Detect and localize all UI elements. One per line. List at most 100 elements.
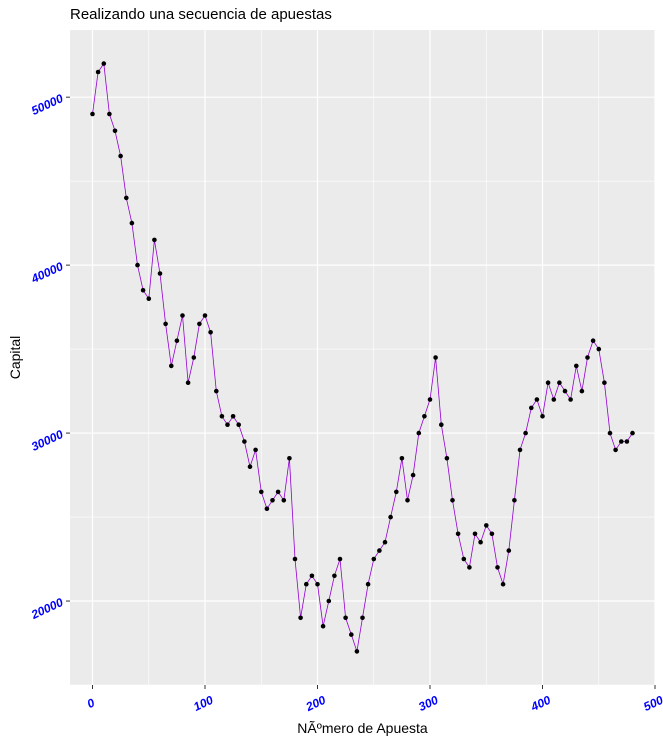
data-point — [180, 313, 185, 318]
data-point — [450, 498, 455, 503]
data-point — [219, 414, 225, 419]
data-point — [354, 649, 360, 654]
data-point — [534, 397, 540, 402]
data-point — [484, 523, 489, 528]
data-point — [140, 288, 146, 293]
data-point — [478, 539, 483, 545]
data-point — [320, 623, 326, 629]
data-point — [607, 430, 613, 436]
data-point — [236, 422, 241, 428]
data-point — [292, 556, 298, 562]
data-point — [298, 615, 303, 621]
data-point — [382, 539, 388, 545]
data-point — [562, 388, 568, 394]
data-point — [624, 439, 630, 444]
x-tick-label: 500 — [641, 693, 663, 714]
data-point — [529, 405, 534, 411]
data-point — [337, 556, 343, 562]
data-point — [360, 615, 365, 621]
series-layer — [90, 61, 635, 654]
data-point — [152, 237, 157, 243]
data-point — [495, 565, 500, 570]
data-point — [309, 573, 315, 579]
axis-labels: NÃºmero de Apuesta Capital — [7, 336, 428, 736]
data-point — [602, 380, 607, 386]
data-point — [185, 380, 191, 386]
data-point — [253, 447, 258, 453]
data-point — [585, 355, 590, 360]
data-point — [197, 321, 202, 327]
data-point — [146, 296, 152, 302]
x-tick-label: 300 — [416, 693, 440, 714]
data-point — [281, 498, 287, 503]
data-point — [444, 456, 450, 461]
data-point — [427, 397, 433, 402]
y-tick-label: 40000 — [28, 259, 65, 286]
data-point — [461, 556, 467, 562]
plot-panel — [70, 30, 655, 685]
data-point — [416, 430, 422, 436]
data-point — [371, 556, 377, 562]
data-point — [422, 414, 427, 419]
grid-minor — [70, 30, 655, 686]
data-point — [590, 338, 596, 344]
data-point — [112, 128, 118, 134]
data-point — [455, 531, 461, 537]
data-point — [163, 321, 168, 327]
x-tick-label: 100 — [191, 693, 215, 714]
data-point — [433, 355, 438, 360]
data-point — [270, 498, 275, 503]
data-point — [169, 363, 174, 369]
data-point — [129, 220, 135, 226]
data-point — [439, 422, 444, 428]
y-tick-label: 20000 — [28, 595, 65, 622]
data-point — [135, 262, 140, 268]
data-point — [332, 573, 337, 579]
y-tick-label: 50000 — [29, 91, 65, 118]
data-point — [101, 61, 107, 66]
data-point — [557, 380, 562, 386]
data-point — [242, 439, 247, 444]
data-point — [630, 430, 635, 436]
data-point — [225, 422, 230, 428]
data-point — [191, 355, 197, 360]
data-point — [394, 489, 399, 495]
data-point — [545, 380, 551, 386]
data-point — [574, 363, 579, 369]
data-point — [90, 111, 95, 117]
chart-title: Realizando una secuencia de apuestas — [70, 6, 332, 23]
x-axis-label: NÃºmero de Apuesta — [297, 720, 428, 736]
data-point — [596, 346, 602, 352]
data-point — [377, 548, 382, 553]
data-point — [157, 271, 163, 276]
data-point — [365, 581, 371, 587]
data-point — [208, 330, 213, 335]
data-point — [512, 498, 517, 503]
data-point — [568, 397, 573, 402]
data-point — [500, 581, 506, 587]
data-point — [523, 430, 528, 436]
data-point — [579, 388, 585, 394]
data-point — [124, 195, 129, 201]
y-axis-label: Capital — [7, 336, 23, 380]
x-tick-label: 400 — [528, 693, 553, 715]
data-point — [517, 447, 523, 453]
data-point — [613, 447, 618, 453]
data-point — [467, 565, 472, 570]
data-point — [230, 414, 236, 419]
data-point — [399, 456, 405, 461]
data-point — [287, 456, 292, 461]
data-point — [259, 489, 264, 495]
data-point — [506, 548, 512, 553]
data-point — [343, 615, 348, 621]
data-point — [304, 581, 309, 587]
data-point — [489, 531, 495, 537]
data-point — [349, 632, 354, 637]
grid-major — [70, 30, 656, 685]
data-point — [214, 388, 219, 394]
data-point — [472, 531, 478, 537]
data-point — [202, 313, 208, 318]
data-point — [410, 472, 416, 478]
data-point — [388, 514, 393, 520]
